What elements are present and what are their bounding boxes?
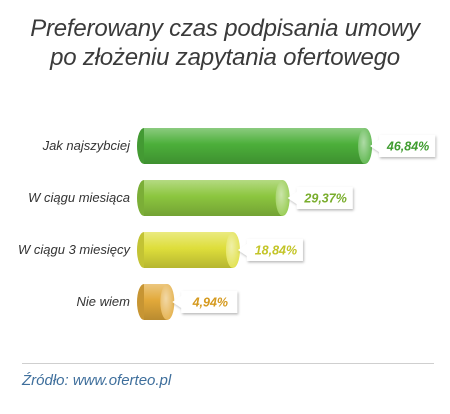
value-callout: 29,37% xyxy=(287,187,353,209)
bar-group: Jak najszybciej 46,84% xyxy=(42,128,436,164)
value-callout-box xyxy=(370,135,436,157)
bar xyxy=(144,232,233,268)
chart-title-line-2: po złożeniu zapytania ofertowego xyxy=(50,44,400,71)
value-label: 29,37% xyxy=(303,192,346,206)
chart-title-line-1: Preferowany czas podpisania umowy xyxy=(30,15,420,42)
value-callout-box xyxy=(287,187,353,209)
value-callout: 4,94% xyxy=(172,291,238,313)
value-callout-box xyxy=(172,291,238,313)
bar-group: Nie wiem 4,94% xyxy=(77,284,238,320)
bar-cap xyxy=(275,180,290,216)
value-callout-box xyxy=(237,239,303,261)
value-label: 4,94% xyxy=(192,296,228,310)
bar-cap xyxy=(225,232,240,268)
value-callout: 46,84% xyxy=(370,135,436,157)
category-label: W ciągu miesiąca xyxy=(28,190,130,205)
category-label: Nie wiem xyxy=(77,294,131,309)
bar xyxy=(144,180,283,216)
source-divider xyxy=(22,363,434,364)
bar-cap xyxy=(358,128,373,164)
value-label: 18,84% xyxy=(255,244,297,258)
bar xyxy=(144,128,366,164)
chart-title: Preferowany czas podpisania umowy po zło… xyxy=(0,14,450,72)
bar-group: W ciągu miesiąca 29,37% xyxy=(28,180,353,216)
source-note: Źródło: www.oferteo.pl xyxy=(22,372,172,389)
value-callout: 18,84% xyxy=(237,239,303,261)
bar-group: W ciągu 3 miesięcy 18,84% xyxy=(18,232,303,268)
category-label: W ciągu 3 miesięcy xyxy=(18,242,131,257)
category-label: Jak najszybciej xyxy=(42,138,132,153)
bar-cap xyxy=(160,284,175,320)
value-label: 46,84% xyxy=(386,140,429,154)
